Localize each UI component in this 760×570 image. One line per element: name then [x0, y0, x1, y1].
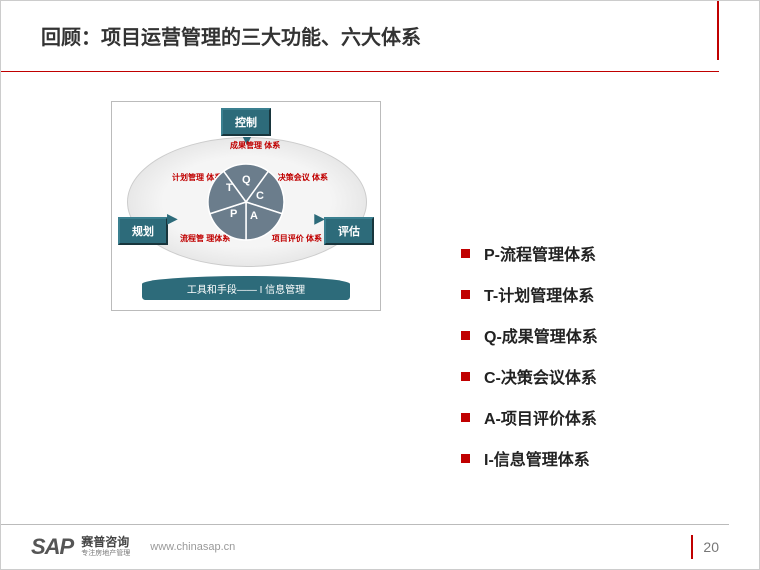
- bullet-text: C-决策会议体系: [484, 364, 597, 388]
- seg-A: A: [250, 210, 258, 222]
- bullet-item: C-决策会议体系: [461, 364, 701, 388]
- bullet-icon: [461, 249, 470, 258]
- bullet-icon: [461, 290, 470, 299]
- bullet-item: T-计划管理体系: [461, 282, 701, 306]
- seg-C: C: [256, 190, 264, 202]
- arrow-right-icon: ▶: [167, 210, 178, 227]
- page-number: 20: [691, 535, 729, 559]
- bullet-text: T-计划管理体系: [484, 282, 594, 306]
- bullet-icon: [461, 413, 470, 422]
- bullet-icon: [461, 372, 470, 381]
- bullet-item: A-项目评价体系: [461, 405, 701, 429]
- bullet-list: P-流程管理体系 T-计划管理体系 Q-成果管理体系 C-决策会议体系 A-项目…: [461, 241, 701, 487]
- bullet-item: I-信息管理体系: [461, 446, 701, 470]
- pie-chart: T Q C A P: [206, 162, 286, 242]
- footer-url: www.chinasap.cn: [150, 541, 235, 553]
- logo-text: SAP: [31, 534, 73, 560]
- seg-T: T: [226, 182, 233, 194]
- footer-rule: [1, 524, 729, 525]
- footer: SAP 赛普咨询 专注房地产管理 www.chinasap.cn 20: [1, 524, 759, 569]
- bullet-text: P-流程管理体系: [484, 241, 596, 265]
- bullet-text: I-信息管理体系: [484, 446, 590, 470]
- seg-Q: Q: [242, 174, 251, 186]
- bullet-icon: [461, 331, 470, 340]
- slide-header: 回顾：项目运营管理的三大功能、六大体系: [1, 1, 719, 60]
- diagram: 控制 规划 评估 ▼ ▶ ▶ 成果管理 体系 计划管理 体系 决策会议 体系 流…: [111, 101, 381, 311]
- body-area: 控制 规划 评估 ▼ ▶ ▶ 成果管理 体系 计划管理 体系 决策会议 体系 流…: [1, 91, 759, 509]
- logo-cn-block: 赛普咨询 专注房地产管理: [81, 536, 130, 558]
- platform-bar: 工具和手段—— I 信息管理: [142, 276, 350, 300]
- tag-evaluate: 评估: [324, 217, 374, 245]
- bullet-text: A-项目评价体系: [484, 405, 597, 429]
- logo-cn: 赛普咨询: [81, 536, 130, 548]
- title-rule: [1, 71, 719, 72]
- bullet-item: P-流程管理体系: [461, 241, 701, 265]
- mini-label-top: 成果管理 体系: [230, 142, 280, 151]
- arrow-left-icon: ▶: [314, 210, 325, 227]
- seg-P: P: [230, 208, 237, 220]
- slide-title: 回顾：项目运营管理的三大功能、六大体系: [41, 21, 717, 50]
- bullet-icon: [461, 454, 470, 463]
- bullet-text: Q-成果管理体系: [484, 323, 598, 347]
- tag-plan: 规划: [118, 217, 168, 245]
- bullet-item: Q-成果管理体系: [461, 323, 701, 347]
- logo-sub: 专注房地产管理: [81, 548, 130, 558]
